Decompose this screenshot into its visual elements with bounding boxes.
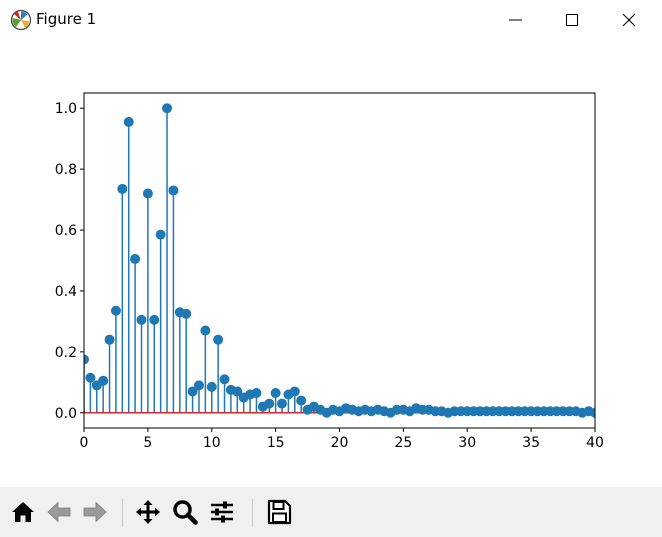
stem-marker [149, 314, 160, 325]
arrow-right-icon [83, 501, 107, 523]
stem-marker [270, 387, 281, 398]
y-tick-label: 1.0 [55, 101, 77, 117]
save-button[interactable] [262, 495, 296, 529]
stem-chart: 0 5 10 15 20 25 30 35 40 0.0 0.2 0.4 0.6 0.8 1.0 [55, 92, 604, 451]
magnifier-icon [173, 500, 198, 525]
x-tick-label: 35 [522, 435, 540, 451]
minimize-icon [509, 19, 522, 21]
stem-marker [296, 395, 307, 406]
stem-marker [136, 314, 147, 325]
stem-marker [104, 334, 115, 345]
stem-marker [85, 372, 96, 383]
x-tick-label: 0 [80, 435, 89, 451]
pan-button[interactable] [131, 495, 165, 529]
x-tick-label: 10 [203, 435, 221, 451]
stem-marker [84, 354, 89, 365]
home-button[interactable] [6, 495, 40, 529]
x-tick-label: 30 [458, 435, 476, 451]
maximize-button[interactable] [549, 0, 595, 40]
stem-marker [232, 386, 243, 397]
close-button[interactable] [606, 0, 652, 40]
stem-marker [251, 387, 262, 398]
stem-marker [142, 188, 153, 199]
stem-marker [155, 229, 166, 240]
zoom-button[interactable] [168, 495, 202, 529]
title-bar[interactable]: Figure 1 [0, 0, 662, 40]
figure-canvas[interactable]: 0 5 10 15 20 25 30 35 40 0.0 0.2 0.4 0.6 0.8 1.0 [0, 40, 662, 487]
y-tick-label: 0.0 [55, 406, 77, 422]
close-icon [622, 13, 636, 27]
stem-marker [206, 381, 217, 392]
stem-marker [168, 185, 179, 196]
stem-marker [181, 308, 192, 319]
y-tick-label: 0.4 [55, 284, 77, 300]
toolbar-separator [252, 499, 253, 527]
sliders-icon [211, 501, 233, 523]
matplotlib-logo-icon [10, 9, 32, 31]
minimize-button[interactable] [493, 0, 539, 40]
stem-marker [110, 305, 121, 316]
stem-marker [123, 116, 134, 127]
stem-marker [200, 325, 211, 336]
stem-marker [130, 253, 141, 264]
stem-marker [219, 374, 230, 385]
y-tick-label: 0.6 [55, 223, 77, 239]
stem-marker [193, 380, 204, 391]
back-button[interactable] [42, 495, 76, 529]
x-tick-label: 5 [143, 435, 152, 451]
y-tick-label: 0.8 [55, 162, 77, 178]
home-icon [12, 502, 34, 522]
x-tick-label: 15 [267, 435, 285, 451]
configure-subplots-button[interactable] [205, 495, 239, 529]
window-title: Figure 1 [36, 10, 97, 28]
arrow-left-icon [47, 501, 71, 523]
move-icon [136, 500, 160, 524]
stem-marker [162, 103, 173, 114]
floppy-disk-icon [267, 499, 292, 525]
y-tick-label: 0.2 [55, 345, 77, 361]
stem-marker [289, 386, 300, 397]
stem-marker [117, 183, 128, 194]
stem-marker [98, 375, 109, 386]
stem-marker [590, 407, 595, 418]
x-tick-label: 40 [586, 435, 604, 451]
plot-area [84, 103, 595, 418]
stem-marker [213, 334, 224, 345]
toolbar-separator [122, 499, 123, 527]
stem-marker [264, 398, 275, 409]
forward-button[interactable] [78, 495, 112, 529]
navigation-toolbar [0, 487, 662, 537]
x-tick-label: 25 [394, 435, 412, 451]
maximize-icon [566, 14, 578, 26]
x-tick-label: 20 [331, 435, 349, 451]
stem-marker [277, 398, 288, 409]
stem-marker [187, 386, 198, 397]
